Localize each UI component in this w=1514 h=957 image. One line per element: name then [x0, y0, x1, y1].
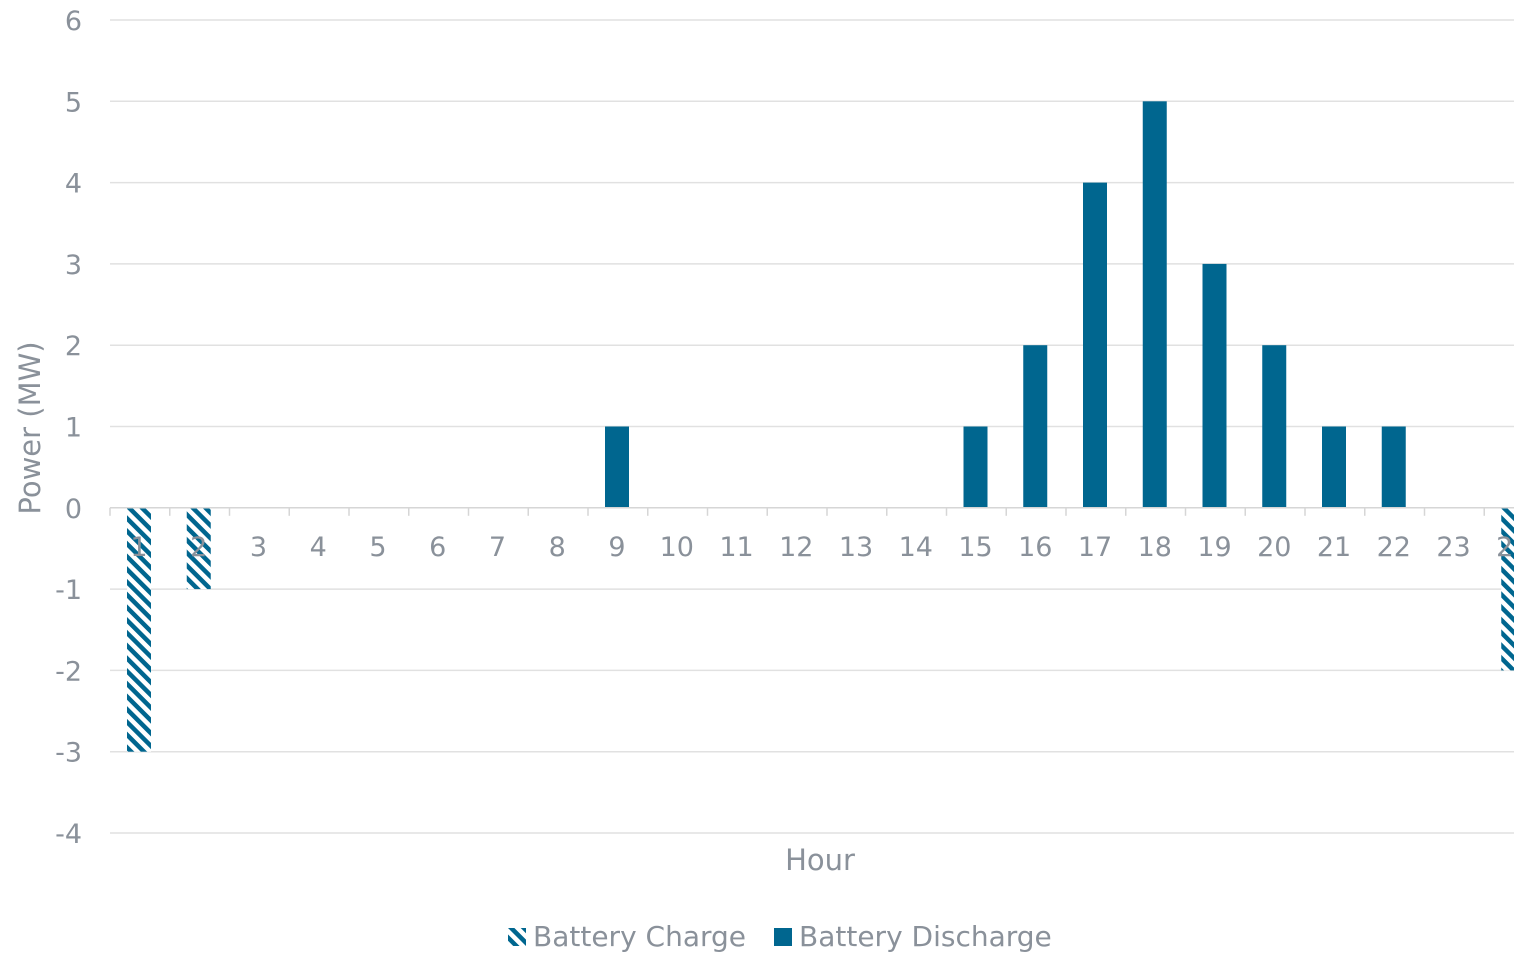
- y-axis-title: Power (MW): [13, 341, 47, 514]
- x-tick-label: 19: [1197, 532, 1231, 563]
- legend-label-battery-discharge: Battery Discharge: [799, 920, 1052, 953]
- x-tick-label: 15: [958, 532, 992, 563]
- y-tick-label: 2: [65, 331, 82, 362]
- bar-battery-discharge-hour-18: [1142, 101, 1167, 508]
- x-tick-label: 13: [839, 532, 873, 563]
- x-tick-label: 6: [429, 532, 446, 563]
- y-tick-label: 6: [65, 6, 82, 37]
- gridlines: [110, 19, 1514, 834]
- x-axis: [109, 507, 1514, 516]
- x-tick-label: 9: [608, 532, 625, 563]
- y-tick-label: 3: [65, 250, 82, 281]
- x-tick-label: 14: [899, 532, 933, 563]
- bars: [127, 101, 1514, 752]
- y-tick-label: -2: [55, 656, 82, 687]
- y-tick-label: -1: [55, 575, 82, 606]
- x-tick-label: 24: [1496, 532, 1514, 563]
- x-tick-label: 2: [190, 532, 207, 563]
- bar-battery-discharge-hour-21: [1322, 426, 1346, 508]
- y-tick-label: 0: [65, 494, 82, 525]
- legend: Battery Charge Battery Discharge: [508, 920, 1052, 953]
- legend-swatch-battery-discharge: [774, 928, 792, 946]
- bar-battery-discharge-hour-16: [1023, 345, 1048, 508]
- x-tick-label: 22: [1377, 532, 1411, 563]
- bar-battery-discharge-hour-22: [1381, 426, 1406, 508]
- x-tick-label: 4: [310, 532, 327, 563]
- x-tick-label: 18: [1138, 532, 1172, 563]
- x-tick-label: 3: [250, 532, 267, 563]
- x-tick-label: 17: [1078, 532, 1112, 563]
- x-tick-label: 10: [660, 532, 694, 563]
- y-tick-label: 1: [65, 413, 82, 444]
- bar-battery-discharge-hour-19: [1202, 263, 1227, 508]
- bar-battery-charge-hour-2: [186, 507, 211, 590]
- y-tick-label: -3: [55, 738, 82, 769]
- legend-swatch-battery-charge: [508, 928, 526, 946]
- x-tick-label: 1: [130, 532, 147, 563]
- bar-battery-discharge-hour-9: [605, 426, 629, 508]
- bar-battery-discharge-hour-20: [1262, 345, 1287, 508]
- bar-battery-discharge-hour-15: [963, 426, 988, 508]
- x-tick-label: 8: [549, 532, 566, 563]
- x-tick-label: 16: [1018, 532, 1052, 563]
- bar-battery-charge-hour-1: [127, 507, 151, 752]
- y-axis-ticks: -4 -3 -2 -1 0 1 2 3 4 5 6: [55, 6, 82, 850]
- y-tick-label: -4: [55, 819, 82, 850]
- legend-label-battery-charge: Battery Charge: [533, 920, 746, 953]
- x-tick-label: 23: [1436, 532, 1470, 563]
- x-tick-label: 11: [719, 532, 753, 563]
- x-tick-label: 21: [1317, 532, 1351, 563]
- x-axis-ticks: 123456789101112131415161718192021222324: [130, 532, 1514, 563]
- x-tick-label: 5: [369, 532, 386, 563]
- x-tick-label: 12: [779, 532, 813, 563]
- x-axis-title: Hour: [785, 843, 855, 877]
- x-tick-label: 20: [1257, 532, 1291, 563]
- y-tick-label: 4: [65, 169, 82, 200]
- bar-battery-charge-hour-24: [1501, 507, 1514, 671]
- bar-battery-discharge-hour-17: [1083, 182, 1107, 508]
- y-tick-label: 5: [65, 87, 82, 118]
- x-tick-label: 7: [489, 532, 506, 563]
